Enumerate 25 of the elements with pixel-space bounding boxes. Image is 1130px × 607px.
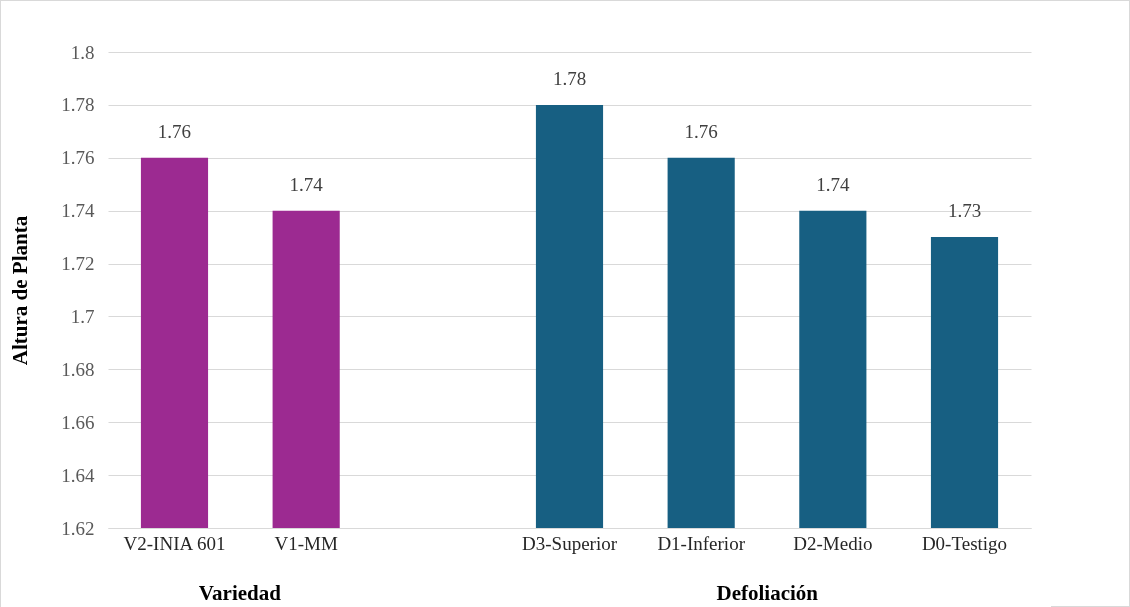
y-tick-label: 1.7	[70, 305, 95, 327]
data-label: 1.73	[947, 200, 982, 222]
x-tick-label: D3-Superior	[522, 532, 618, 554]
x-tick-label: D2-Medio	[793, 532, 873, 554]
x-tick-label: V1-MM	[274, 532, 338, 554]
y-axis-title: Altura de Planta	[8, 215, 33, 366]
y-tick-label: 1.74	[61, 200, 95, 222]
data-label: 1.76	[684, 120, 718, 142]
x-tick-label: V2-INIA 601	[123, 532, 226, 554]
y-tick-label: 1.78	[61, 94, 95, 116]
data-label: 1.78	[552, 67, 587, 89]
data-label: 1.74	[289, 173, 324, 195]
text: Defoliación	[716, 581, 819, 605]
text: Variedad	[198, 581, 282, 605]
y-tick-label: 1.62	[61, 517, 95, 539]
y-tick-label: 1.64	[61, 464, 95, 486]
y-tick-label: 1.72	[61, 253, 95, 275]
y-tick-label: 1.68	[61, 358, 95, 380]
data-label: 1.76	[157, 120, 192, 142]
y-tick-label: 1.76	[61, 147, 95, 169]
x-tick-label: D1-Inferior	[657, 532, 746, 554]
data-label: 1.74	[816, 173, 850, 195]
y-tick-label: 1.66	[61, 411, 95, 433]
y-tick-label: 1.8	[70, 41, 95, 63]
x-tick-label: D0-Testigo	[921, 532, 1008, 554]
